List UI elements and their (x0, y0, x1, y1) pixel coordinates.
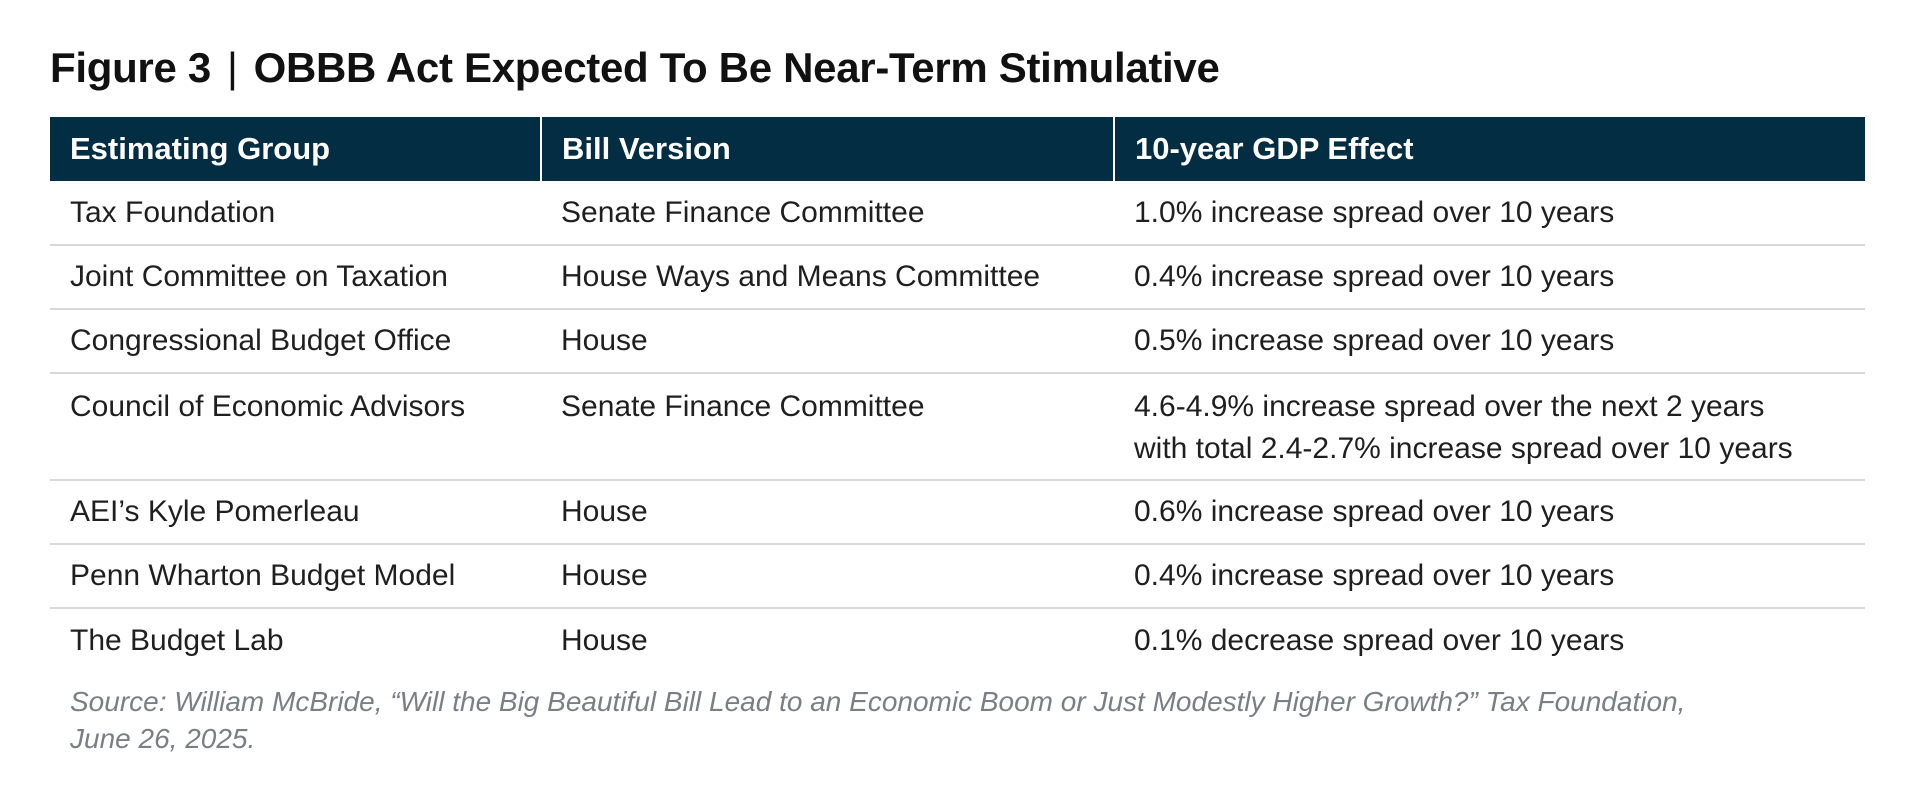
gdp-effect-text: 1.0% increase spread over 10 years (1134, 195, 1615, 229)
source-line-2: June 26, 2025. (70, 723, 256, 754)
cell-estimating-group: The Budget Lab (70, 623, 284, 657)
cell-bill-version: House (561, 623, 648, 657)
figure-label: Figure 3 (50, 44, 211, 91)
gdp-effect-table: Estimating Group Bill Version 10-year GD… (50, 117, 1865, 672)
cell-bill-version: House (541, 544, 1114, 609)
gdp-effect-text: 4.6-4.9% increase spread over the next 2… (1134, 390, 1765, 423)
table-row: Penn Wharton Budget Model House 0.4% inc… (50, 544, 1865, 609)
gdp-effect-text: 0.6% increase spread over 10 years (1134, 495, 1615, 528)
title-separator: | (226, 44, 238, 91)
figure-title-text: OBBB Act Expected To Be Near-Term Stimul… (253, 44, 1220, 91)
gdp-effect-text: 0.1% decrease spread over 10 years (1134, 623, 1625, 657)
gdp-effect-text: 0.5% increase spread over 10 years (1134, 324, 1615, 357)
cell-estimating-group: Congressional Budget Office (50, 309, 541, 374)
table-row: Council of Economic Advisors Senate Fina… (50, 373, 1865, 481)
cell-gdp-effect: 0.4% increase spread over 10 years (1114, 544, 1865, 609)
table-header-row: Estimating Group Bill Version 10-year GD… (50, 117, 1865, 181)
cell-gdp-effect: 0.6% increase spread over 10 years (1114, 480, 1865, 545)
figure-title: Figure 3 | OBBB Act Expected To Be Near-Te… (50, 0, 1865, 102)
cell-estimating-group: Joint Committee on Taxation (50, 245, 541, 310)
table-row: Joint Committee on Taxation House Ways a… (50, 245, 1865, 310)
cell-bill-version: House (541, 480, 1114, 545)
figure: Figure 3 | OBBB Act Expected To Be Near-Te… (50, 0, 1865, 754)
source-note: Source: William McBride, “Will the Big B… (70, 683, 1860, 757)
cell-bill-version: House (541, 309, 1114, 374)
header-bill-version: Bill Version (541, 117, 1115, 181)
table-row: Tax Foundation Senate Finance Committee … (50, 181, 1865, 246)
cell-bill-version: House Ways and Means Committee (541, 245, 1114, 310)
header-gdp-effect: 10-year GDP Effect (1114, 117, 1865, 181)
gdp-effect-text: 0.4% increase spread over 10 years (1134, 559, 1615, 592)
cell-estimating-group: Penn Wharton Budget Model (50, 544, 541, 609)
cell-estimating-group: Tax Foundation (50, 181, 541, 246)
source-line-1: Source: William McBride, “Will the Big B… (70, 686, 1686, 717)
table-row: The Budget Lab House 0.1% decrease sprea… (50, 608, 1865, 672)
table-row: AEI’s Kyle Pomerleau House 0.6% increase… (50, 480, 1865, 545)
cell-gdp-effect: 4.6-4.9% increase spread over the next 2… (1114, 373, 1865, 481)
cell-estimating-group: Council of Economic Advisors (50, 373, 541, 481)
cell-gdp-effect: 0.5% increase spread over 10 years (1114, 309, 1865, 374)
table-header: Estimating Group Bill Version 10-year GD… (50, 117, 1865, 181)
gdp-effect-text-continued: with total 2.4-2.7% increase spread over… (1134, 432, 1793, 465)
table-row: Congressional Budget Office House 0.5% i… (50, 309, 1865, 374)
cell-estimating-group: AEI’s Kyle Pomerleau (50, 480, 541, 545)
cell-gdp-effect: 1.0% increase spread over 10 years (1114, 181, 1865, 246)
cell-gdp-effect: 0.4% increase spread over 10 years (1114, 245, 1865, 310)
cell-bill-version: Senate Finance Committee (541, 181, 1114, 246)
cell-bill-version: Senate Finance Committee (541, 373, 1114, 481)
table-body: Tax Foundation Senate Finance Committee … (50, 181, 1865, 672)
header-estimating-group: Estimating Group (50, 117, 542, 181)
gdp-effect-text: 0.4% increase spread over 10 years (1134, 260, 1615, 293)
cell-gdp-effect: 0.1% decrease spread over 10 years (1114, 608, 1865, 672)
